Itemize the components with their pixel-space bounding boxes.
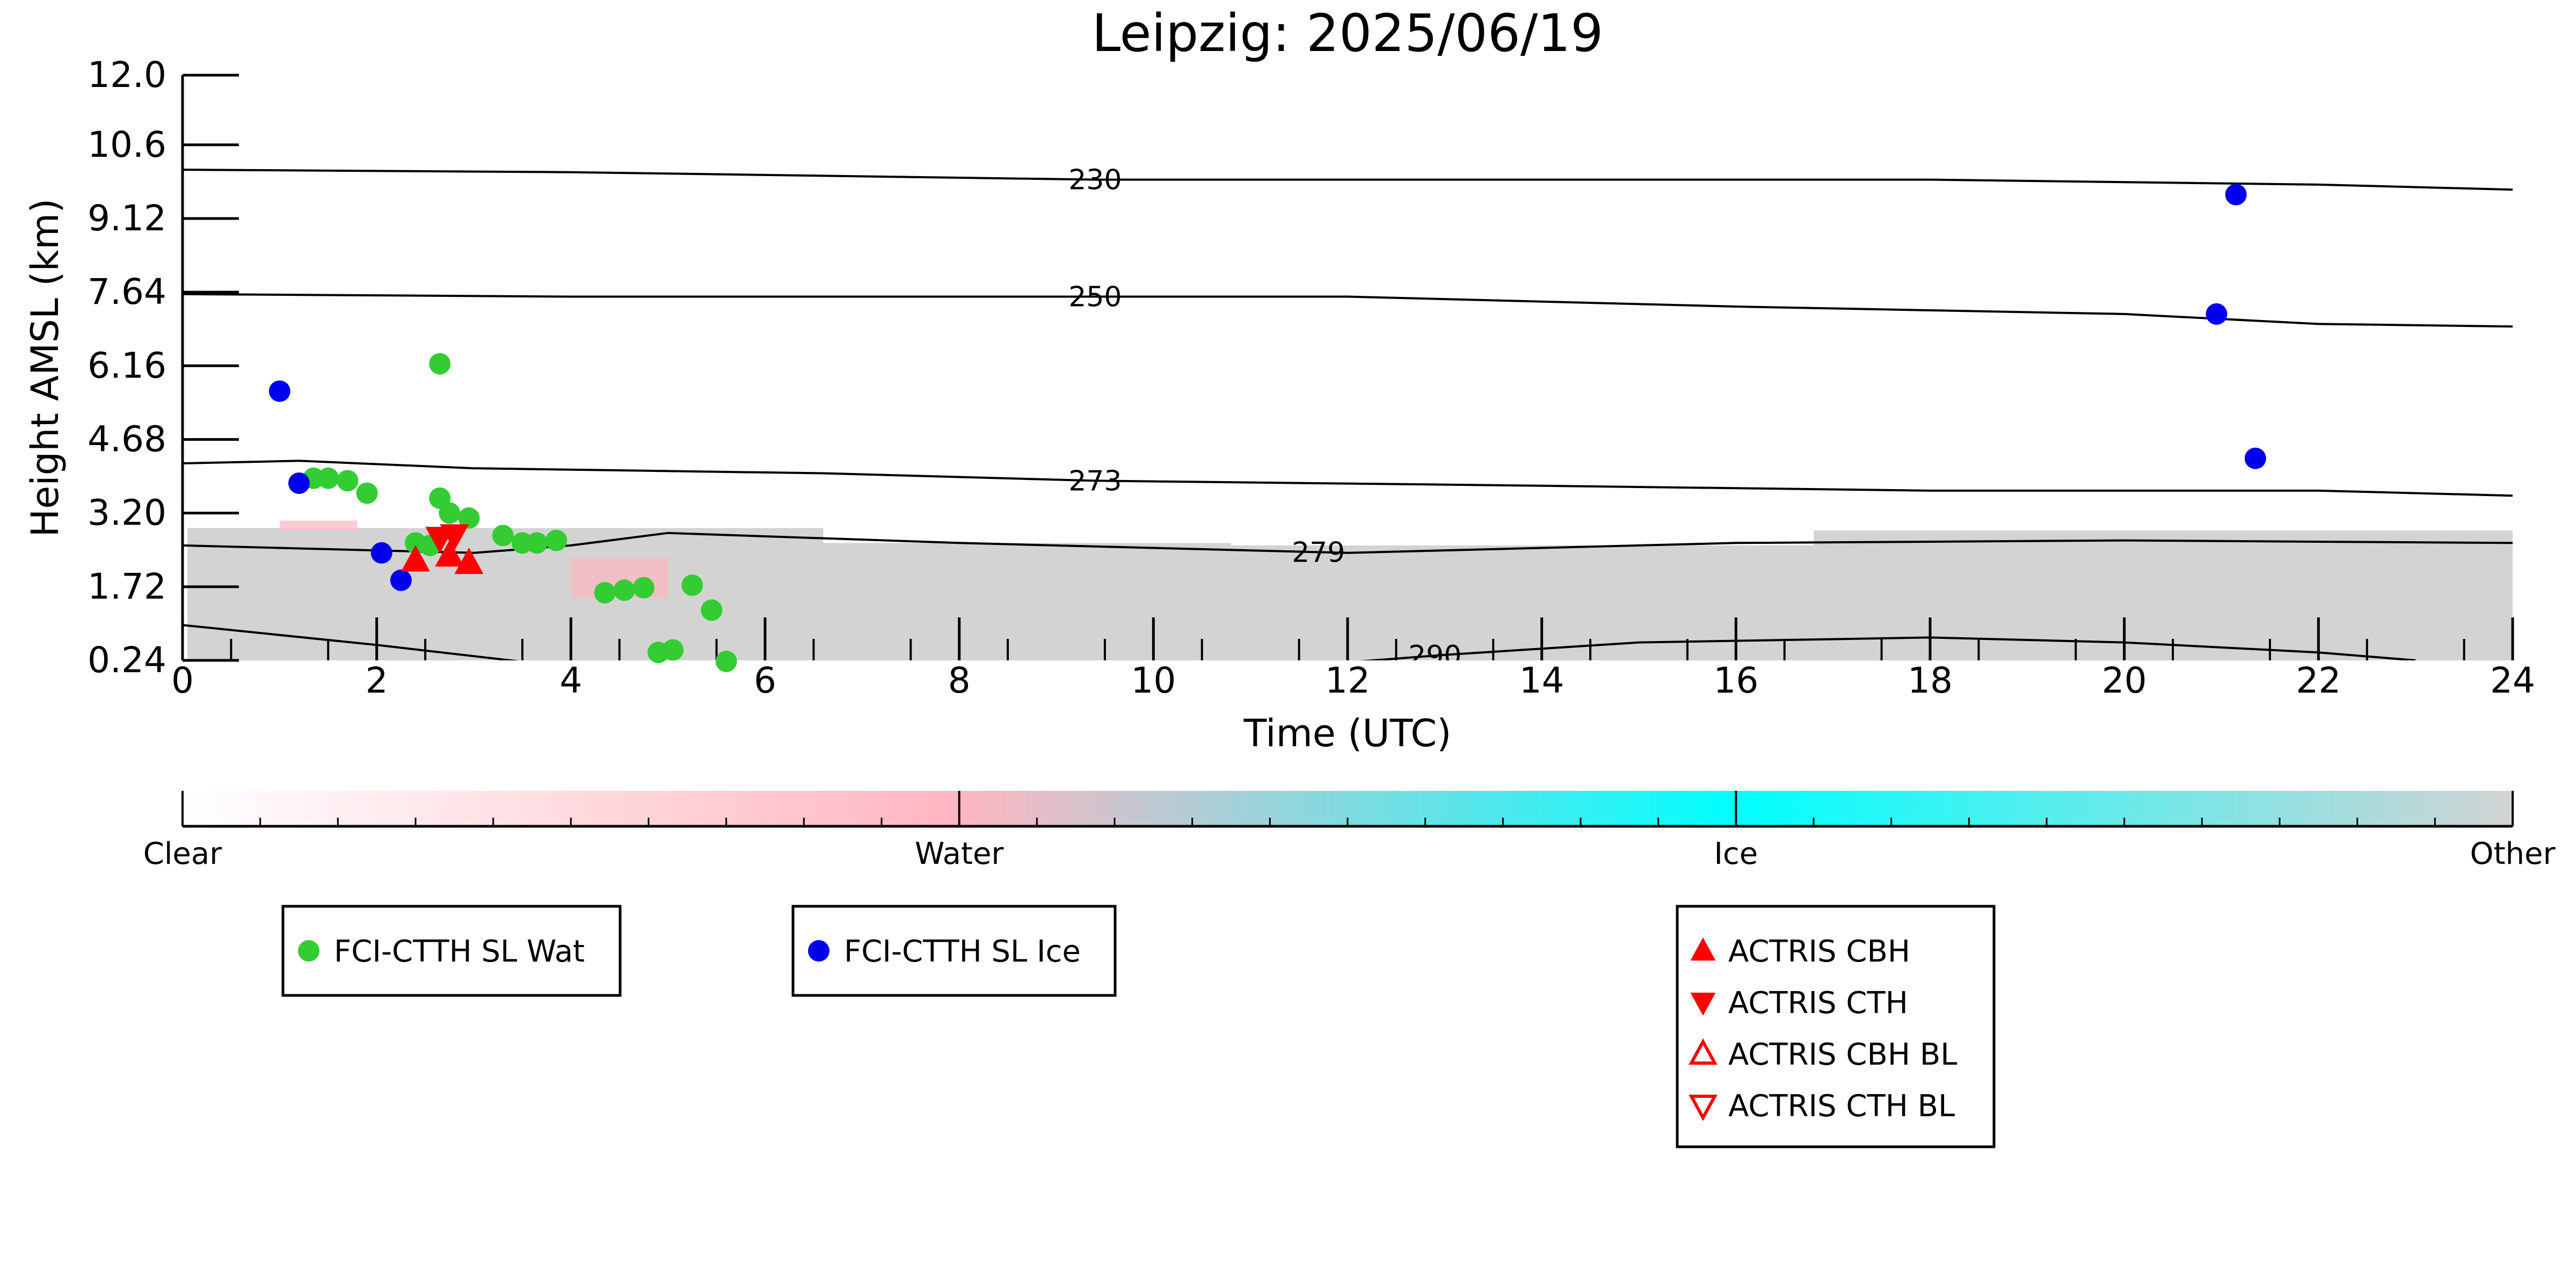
legend-marker	[808, 940, 829, 962]
legend-entry-label: ACTRIS CTH BL	[1728, 1089, 1955, 1124]
point-fci-ctth-sl-wat	[632, 577, 654, 599]
y-tick-label: 10.6	[88, 124, 166, 165]
y-tick-label: 4.68	[88, 418, 166, 460]
point-actris-cbh	[401, 545, 430, 572]
x-tick-label: 18	[1908, 660, 1953, 701]
data-points	[268, 184, 2266, 672]
x-tick-label: 24	[2490, 660, 2535, 701]
legend-marker	[1689, 1038, 1718, 1065]
y-tick-label: 0.24	[88, 639, 166, 681]
chart-title: Leipzig: 2025/06/19	[1092, 3, 1604, 63]
contour-label: 273	[1068, 465, 1122, 497]
point-fci-ctth-sl-ice	[268, 380, 290, 402]
legend-entry-label: ACTRIS CTH	[1728, 986, 1908, 1021]
point-fci-ctth-sl-ice	[2206, 303, 2228, 325]
y-tick-label: 1.72	[88, 566, 166, 607]
point-actris-cbh	[454, 547, 484, 574]
point-fci-ctth-sl-wat	[701, 599, 723, 621]
point-fci-ctth-sl-wat	[337, 470, 359, 492]
legends: FCI-CTTH SL Wat FCI-CTTH SL Ice ACTRIS CBH…	[281, 905, 1996, 1148]
x-tick-label: 2	[366, 660, 388, 701]
x-tick-label: 4	[559, 660, 582, 701]
x-tick-label: 22	[2296, 660, 2341, 701]
point-fci-ctth-sl-ice	[390, 569, 412, 591]
point-fci-ctth-sl-wat	[492, 525, 514, 547]
legend-marker	[298, 940, 319, 962]
colorbar-label: Water	[915, 836, 1005, 871]
point-actris-cbh	[435, 540, 464, 567]
x-tick-label: 16	[1713, 660, 1758, 701]
x-tick-label: 6	[754, 660, 776, 701]
point-fci-ctth-sl-wat	[594, 581, 616, 603]
point-fci-ctth-sl-ice	[288, 472, 310, 494]
y-tick-label: 7.64	[88, 271, 166, 312]
colorbar-ticks: Clear Water Ice Other	[143, 791, 2556, 871]
x-tick-label: 10	[1131, 660, 1176, 701]
colorbar: Clear Water Ice Other	[143, 791, 2556, 871]
legend-marker	[1690, 992, 1716, 1016]
legend-entry-label: ACTRIS CBH	[1728, 934, 1910, 969]
point-fci-ctth-sl-wat	[545, 529, 567, 551]
point-fci-ctth-sl-wat	[317, 467, 339, 489]
contour-label: 279	[1292, 536, 1345, 569]
colorbar-label: Ice	[1714, 836, 1758, 871]
point-fci-ctth-sl-wat	[439, 502, 461, 524]
legend-box	[1676, 905, 1996, 1148]
y-tick-label: 3.20	[88, 492, 166, 534]
contour-label: 230	[1068, 164, 1122, 197]
colorbar-label: Other	[2470, 836, 2556, 871]
point-fci-ctth-sl-wat	[458, 507, 480, 529]
point-fci-ctth-sl-wat	[526, 532, 548, 554]
y-tick-label: 9.12	[88, 198, 166, 239]
point-fci-ctth-sl-wat	[681, 574, 703, 596]
point-fci-ctth-sl-wat	[715, 650, 737, 672]
y-tick-label: 12.0	[88, 54, 166, 96]
x-tick-label: 0	[171, 660, 194, 701]
contour-line-290	[183, 624, 2416, 660]
legend-entry-label: FCI-CTTH SL Ice	[844, 934, 1081, 969]
y-axis-label: Height AMSL (km)	[23, 199, 67, 537]
point-fci-ctth-sl-ice	[370, 542, 392, 564]
contour-line-273	[183, 460, 2513, 497]
x-axis-label: Time (UTC)	[1243, 711, 1452, 755]
cloud-mask-other-block	[823, 543, 1231, 660]
point-fci-ctth-sl-wat	[662, 639, 684, 661]
legend-marker	[1690, 937, 1716, 961]
legend-marker	[1689, 1094, 1718, 1122]
cloud-mask-water-patch	[279, 520, 358, 531]
colorbar-label: Clear	[143, 836, 222, 871]
x-tick-label: 12	[1325, 660, 1370, 701]
cloud-mask-other-block	[1814, 530, 2513, 660]
point-fci-ctth-sl-ice	[2225, 184, 2247, 206]
y-tick-label: 6.16	[88, 345, 166, 386]
x-tick-label: 8	[948, 660, 971, 701]
point-fci-ctth-sl-wat	[429, 353, 451, 375]
point-fci-ctth-sl-wat	[356, 482, 378, 504]
legend-box	[791, 905, 1117, 997]
legend-box	[281, 905, 622, 997]
contour-label: 250	[1068, 281, 1122, 313]
x-tick-label: 14	[1519, 660, 1564, 701]
point-fci-ctth-sl-wat	[613, 579, 635, 601]
contour-line-230	[183, 169, 2513, 191]
x-tick-label: 20	[2102, 660, 2147, 701]
contour-label: 290	[1408, 640, 1461, 672]
contour-line-250	[183, 293, 2513, 328]
point-fci-ctth-sl-ice	[2244, 447, 2266, 469]
point-actris-cth	[440, 524, 469, 551]
legend-entry-label: FCI-CTTH SL Wat	[334, 934, 585, 969]
legend-entry-label: ACTRIS CBH BL	[1728, 1037, 1957, 1072]
